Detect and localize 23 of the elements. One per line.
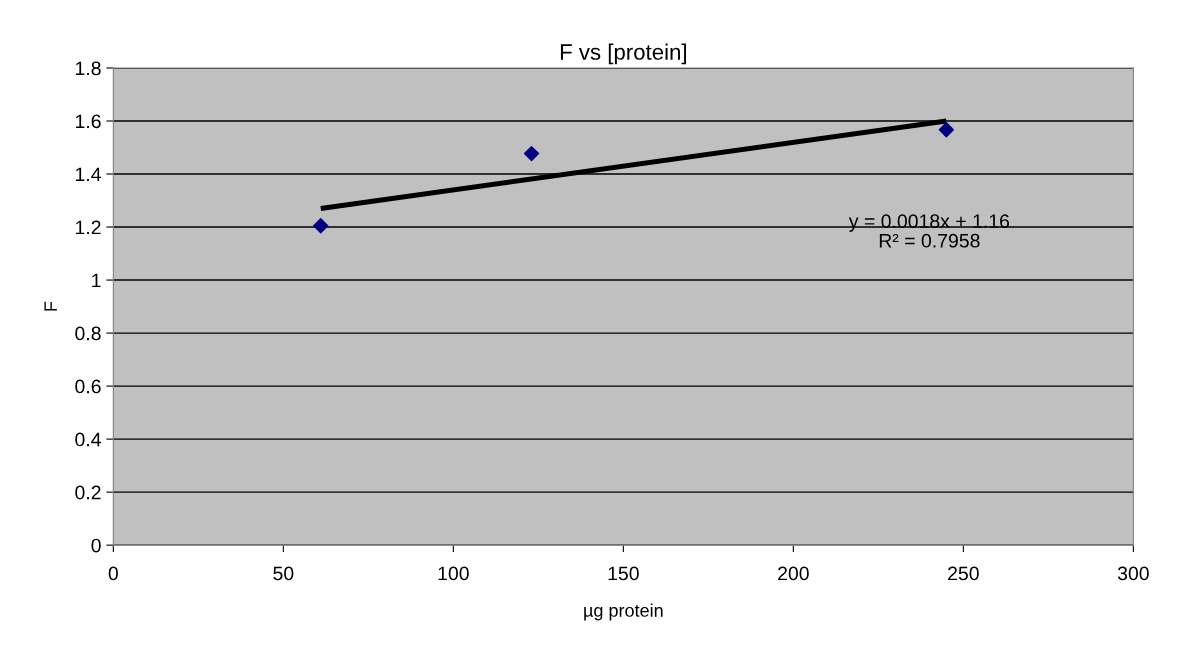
x-tick-label: 250	[948, 566, 979, 581]
x-tick-label: 300	[1117, 566, 1149, 581]
y-tick-label: 1.2	[75, 220, 101, 235]
y-tick-label: 1.8	[75, 61, 101, 76]
point	[938, 122, 954, 138]
y-tick-label: 0.2	[75, 485, 101, 500]
x-tick-label: 0	[108, 566, 118, 581]
y-tick-label: 0	[91, 538, 101, 553]
y-tick-label: 0.8	[75, 326, 101, 341]
y-tick-label: 0.4	[75, 432, 101, 447]
x-tick-label: 50	[273, 566, 294, 581]
y-tick-label: 1	[92, 273, 101, 288]
x-tick-label: 150	[608, 566, 639, 581]
y-axis-title: F	[44, 301, 57, 311]
x-tick-label: 100	[438, 566, 469, 581]
x-axis-title: µg protein	[584, 603, 663, 621]
point	[313, 218, 329, 234]
y-tick-label: 0.6	[75, 379, 101, 394]
point	[523, 145, 540, 162]
y-tick-label: 1.6	[75, 114, 101, 129]
y-tick-label: 1.4	[75, 167, 101, 182]
chart-title: F vs [protein]	[560, 43, 686, 65]
x-tick-label: 200	[778, 566, 809, 581]
